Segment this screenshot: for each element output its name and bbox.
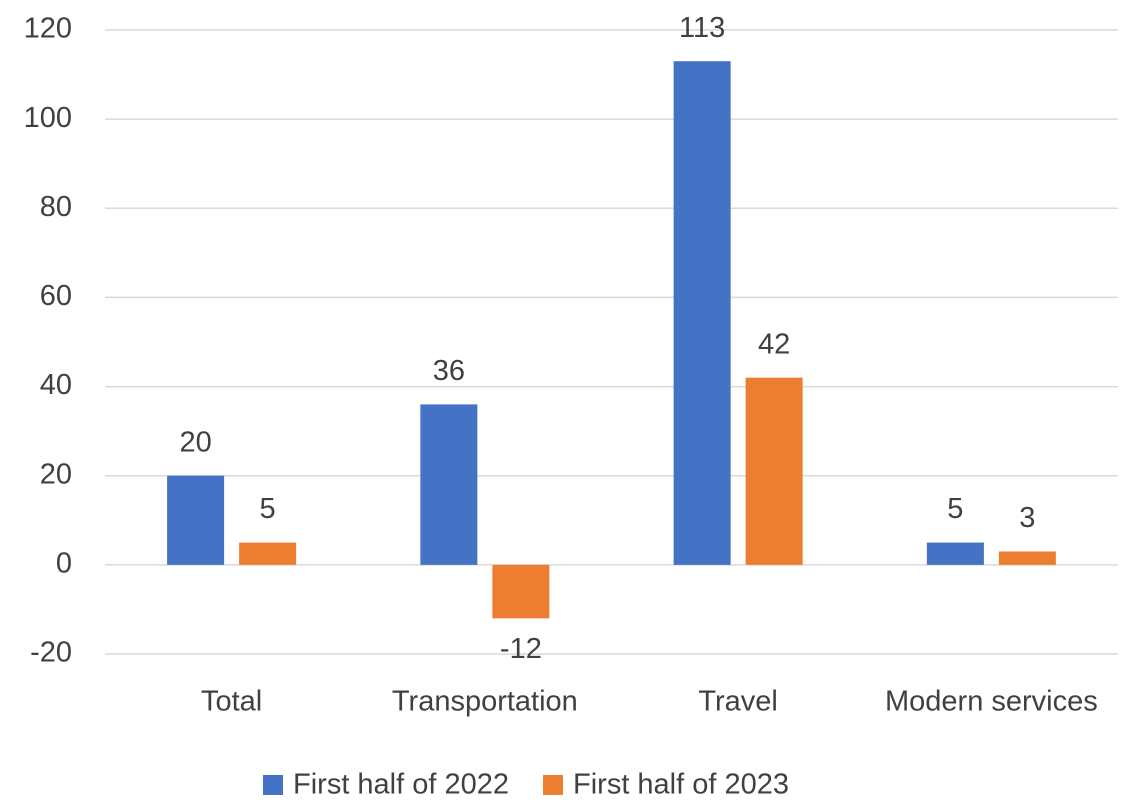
data-label: 3 — [1019, 502, 1035, 534]
bar — [492, 564, 550, 619]
data-label: 20 — [179, 426, 211, 458]
x-tick-label: Total — [201, 686, 262, 718]
y-tick-label: 20 — [40, 458, 72, 490]
bar — [239, 542, 297, 565]
y-tick-label: 60 — [40, 280, 72, 312]
x-tick-label: Transportation — [392, 686, 578, 718]
data-label: 36 — [433, 355, 465, 387]
y-tick-label: -20 — [30, 637, 72, 669]
bar — [673, 61, 731, 565]
bar — [998, 551, 1056, 565]
data-label: 5 — [260, 493, 276, 525]
x-tick-label: Travel — [698, 686, 778, 718]
data-label: -12 — [500, 633, 542, 665]
data-label: 113 — [679, 12, 725, 44]
bar — [420, 404, 478, 565]
bar — [167, 475, 225, 565]
legend-label: First half of 2022 — [293, 769, 509, 801]
bar — [926, 542, 984, 565]
legend-swatch — [263, 775, 283, 795]
y-tick-label: 0 — [56, 548, 72, 580]
legend-swatch — [543, 775, 563, 795]
x-tick-label: Modern services — [885, 686, 1098, 718]
y-tick-label: 40 — [40, 369, 72, 401]
y-tick-label: 120 — [24, 13, 72, 45]
legend-label: First half of 2023 — [573, 769, 789, 801]
data-label: 42 — [758, 328, 790, 360]
y-tick-label: 80 — [40, 191, 72, 223]
bar — [745, 377, 803, 565]
data-label: 5 — [947, 493, 963, 525]
y-tick-label: 100 — [24, 102, 72, 134]
